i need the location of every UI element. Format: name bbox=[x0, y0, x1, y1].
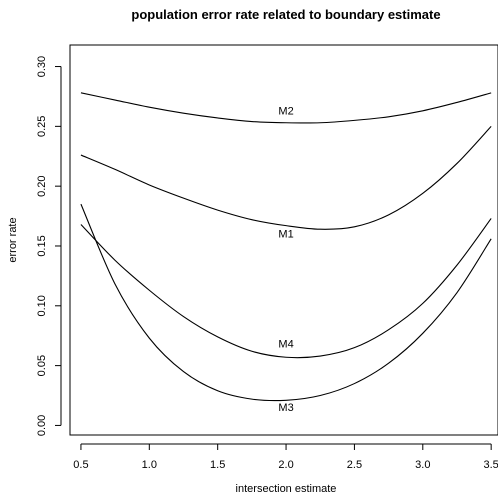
y-tick-label: 0.25 bbox=[36, 116, 48, 137]
y-tick-label: 0.30 bbox=[36, 56, 48, 77]
series-m2-label: M2 bbox=[278, 105, 293, 117]
x-tick-label: 2.0 bbox=[278, 459, 293, 471]
series-m3-line bbox=[80, 203, 492, 402]
x-tick-label: 2.5 bbox=[347, 459, 362, 471]
x-tick-label: 3.5 bbox=[484, 459, 498, 471]
x-tick-label: 3.0 bbox=[415, 459, 430, 471]
x-axis: 0.5 1.0 1.5 2.0 2.5 3.0 3.5 bbox=[73, 443, 498, 471]
x-axis-label: intersection estimate bbox=[236, 483, 337, 495]
y-axis-label: error rate bbox=[7, 217, 19, 262]
x-tick-label: 1.0 bbox=[142, 459, 157, 471]
x-tick-label: 0.5 bbox=[73, 459, 88, 471]
y-tick-label: 0.00 bbox=[36, 415, 48, 436]
series-m4-line bbox=[80, 218, 492, 359]
series-m3-label: M3 bbox=[278, 402, 293, 414]
series-m4-label: M4 bbox=[278, 339, 293, 351]
series-m1-line bbox=[80, 125, 492, 230]
y-tick-label: 0.05 bbox=[36, 355, 48, 376]
series-m2-line bbox=[80, 92, 492, 124]
y-tick-label: 0.10 bbox=[36, 295, 48, 316]
x-tick-label: 1.5 bbox=[210, 459, 225, 471]
y-axis: 0.00 0.05 0.10 0.15 0.20 0.25 0.30 bbox=[36, 56, 62, 436]
curve-labels: M2 M1 M4 M3 bbox=[278, 105, 293, 414]
y-tick-label: 0.15 bbox=[36, 235, 48, 256]
y-tick-label: 0.20 bbox=[36, 175, 48, 196]
plot-frame bbox=[69, 44, 498, 436]
series-m1-label: M1 bbox=[278, 229, 293, 241]
chart-title: population error rate related to boundar… bbox=[131, 7, 440, 22]
curves bbox=[80, 92, 492, 402]
